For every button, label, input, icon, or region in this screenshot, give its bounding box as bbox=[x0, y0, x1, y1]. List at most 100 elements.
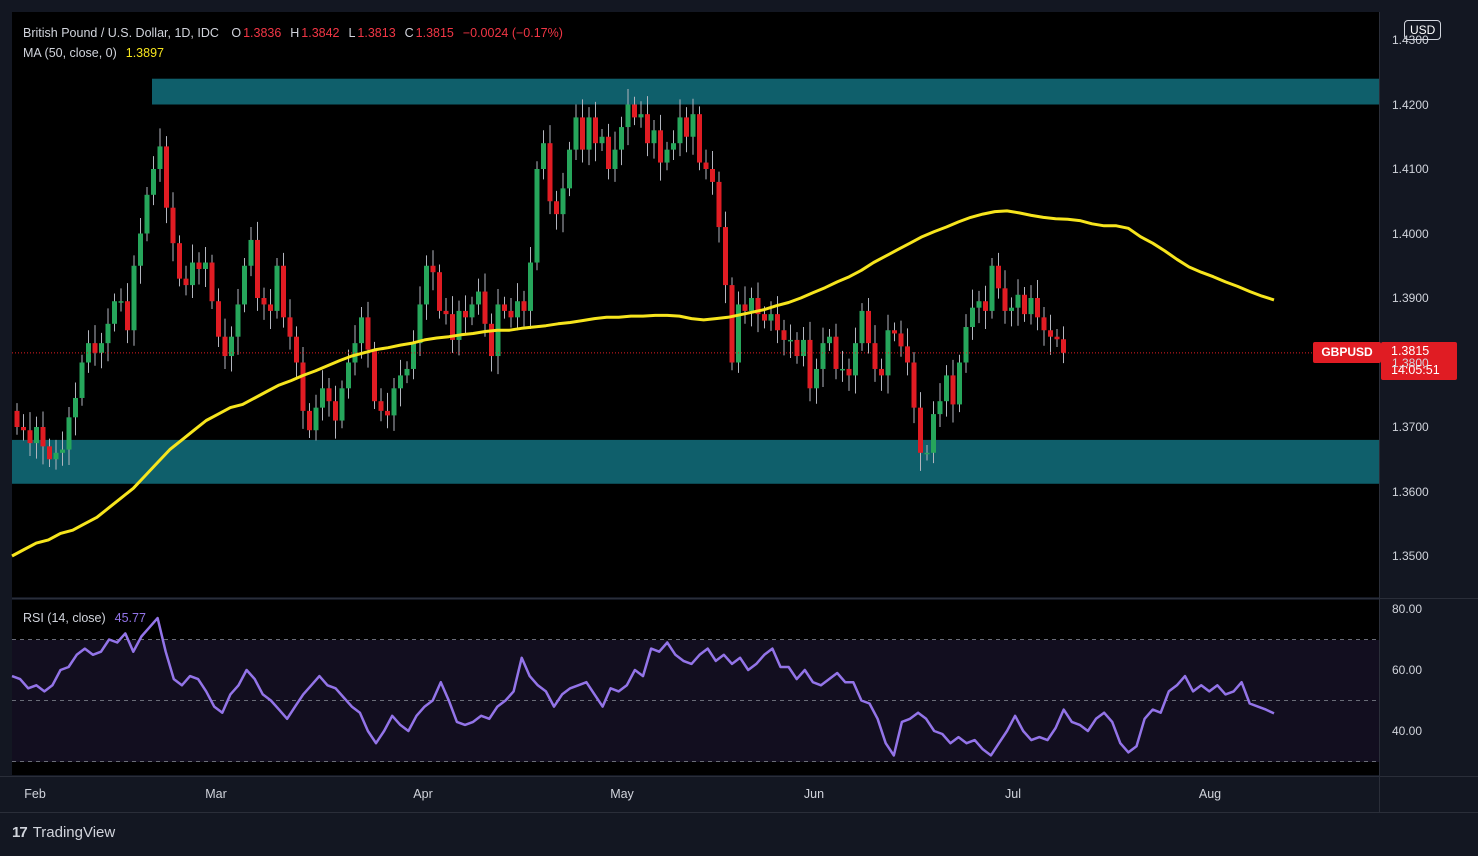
candle-body bbox=[534, 169, 540, 263]
candle-body bbox=[807, 339, 813, 389]
candle-body bbox=[554, 201, 559, 215]
candle-body bbox=[775, 314, 780, 331]
candle-body bbox=[300, 362, 306, 411]
candle-body bbox=[638, 114, 644, 118]
candle-body bbox=[937, 401, 943, 415]
candle-body bbox=[151, 169, 156, 195]
candle-body bbox=[261, 298, 267, 305]
candle-body bbox=[463, 310, 468, 318]
ma-legend[interactable]: MA (50, close, 0) 1.3897 bbox=[23, 46, 166, 60]
candle-body bbox=[651, 130, 657, 144]
candle-body bbox=[372, 349, 377, 402]
candle-body bbox=[944, 375, 949, 402]
candle-body bbox=[963, 327, 969, 363]
currency-badge[interactable]: USD bbox=[1404, 20, 1442, 40]
candle-body bbox=[320, 388, 325, 408]
rsi-legend[interactable]: RSI (14, close) 45.77 bbox=[23, 611, 148, 625]
candle-body bbox=[1028, 298, 1034, 315]
price-tick-label: 1.3900 bbox=[1392, 291, 1429, 305]
rsi-tick-label: 60.00 bbox=[1392, 663, 1423, 677]
candle-body bbox=[34, 427, 39, 444]
candle-body bbox=[625, 104, 631, 128]
candle-body bbox=[671, 143, 676, 150]
high-label: H bbox=[290, 26, 300, 40]
low-label: L bbox=[348, 26, 356, 40]
candle-body bbox=[593, 117, 598, 144]
candle-body bbox=[203, 262, 208, 269]
rsi-label: RSI (14, close) bbox=[23, 611, 106, 625]
candle-body bbox=[365, 317, 371, 350]
ma-value: 1.3897 bbox=[125, 46, 164, 60]
candle-body bbox=[755, 298, 761, 315]
candle-body bbox=[710, 169, 715, 182]
candle-body bbox=[768, 314, 774, 321]
candle-body bbox=[736, 304, 741, 363]
candle-body bbox=[333, 401, 338, 421]
candle-body bbox=[216, 301, 221, 337]
candle-body bbox=[658, 130, 663, 163]
candle-body bbox=[21, 427, 26, 431]
candle-body bbox=[996, 265, 1001, 289]
candle-body bbox=[911, 362, 917, 408]
candle-body bbox=[1022, 294, 1027, 315]
candle-body bbox=[931, 414, 936, 453]
price-tick-label: 1.4100 bbox=[1392, 162, 1429, 176]
candle-body bbox=[359, 317, 364, 344]
candle-body bbox=[131, 265, 137, 331]
time-tick-label: Jun bbox=[803, 787, 825, 801]
ma-label: MA (50, close, 0) bbox=[23, 46, 117, 60]
candle-body bbox=[690, 114, 696, 137]
candle-body bbox=[703, 162, 709, 169]
candle-body bbox=[164, 146, 169, 208]
candle-body bbox=[1041, 317, 1047, 331]
candle-body bbox=[599, 136, 605, 144]
candle-body bbox=[417, 304, 423, 344]
candle-body bbox=[430, 265, 436, 273]
candle-body bbox=[177, 243, 182, 279]
candle-body bbox=[99, 343, 104, 353]
candle-body bbox=[573, 117, 579, 150]
candle-body bbox=[950, 375, 956, 405]
high-value: 1.3842 bbox=[301, 26, 340, 40]
candle-body bbox=[40, 427, 46, 447]
support-resistance-zone bbox=[152, 78, 1379, 105]
candle-body bbox=[157, 146, 163, 169]
candle-body bbox=[196, 262, 202, 269]
candle-body bbox=[183, 278, 189, 286]
support-resistance-zone bbox=[12, 439, 1379, 484]
candle-body bbox=[404, 368, 410, 376]
candle-body bbox=[742, 304, 748, 311]
symbol-title: British Pound / U.S. Dollar, 1D, IDC bbox=[23, 26, 219, 40]
candle-body bbox=[781, 330, 787, 340]
candle-body bbox=[469, 304, 475, 318]
price-tag-price: 1.3815 bbox=[1391, 344, 1430, 358]
tradingview-logo-icon: 17 bbox=[12, 824, 28, 841]
tradingview-brand-text: TradingView bbox=[32, 824, 116, 841]
time-tick-label: May bbox=[610, 787, 634, 801]
candle-body bbox=[307, 410, 312, 431]
candle-body bbox=[970, 307, 975, 328]
candle-body bbox=[287, 317, 293, 337]
tradingview-branding[interactable]: 17 TradingView bbox=[12, 824, 115, 841]
candle-body bbox=[632, 104, 637, 118]
candle-body bbox=[268, 304, 273, 311]
candle-body bbox=[794, 339, 800, 357]
candle-body bbox=[905, 346, 910, 363]
candle-body bbox=[918, 407, 923, 453]
candle-body bbox=[391, 388, 397, 416]
candle-body bbox=[1002, 288, 1008, 311]
candle-body bbox=[729, 285, 735, 363]
candle-body bbox=[515, 301, 520, 318]
rsi-tick-label: 40.00 bbox=[1392, 724, 1423, 738]
candle-body bbox=[788, 339, 793, 342]
close-value: 1.3815 bbox=[415, 26, 454, 40]
candle-body bbox=[255, 239, 260, 298]
candle-body bbox=[989, 265, 995, 311]
candle-body bbox=[612, 149, 618, 169]
candle-body bbox=[541, 143, 546, 169]
candle-body bbox=[144, 194, 150, 234]
candle-body bbox=[138, 233, 143, 266]
candle-body bbox=[866, 310, 871, 344]
candle-body bbox=[450, 314, 455, 340]
